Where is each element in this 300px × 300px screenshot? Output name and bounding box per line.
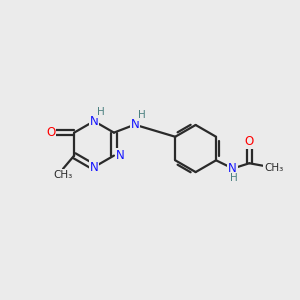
- Text: O: O: [46, 126, 55, 139]
- Text: N: N: [228, 162, 237, 175]
- Text: H: H: [138, 110, 146, 120]
- Text: CH₃: CH₃: [264, 163, 284, 173]
- Text: N: N: [90, 115, 98, 128]
- Text: N: N: [131, 118, 140, 131]
- Text: CH₃: CH₃: [53, 170, 73, 180]
- Text: N: N: [90, 161, 98, 174]
- Text: H: H: [230, 173, 238, 183]
- Text: H: H: [97, 107, 104, 117]
- Text: O: O: [245, 135, 254, 148]
- Text: N: N: [116, 149, 124, 162]
